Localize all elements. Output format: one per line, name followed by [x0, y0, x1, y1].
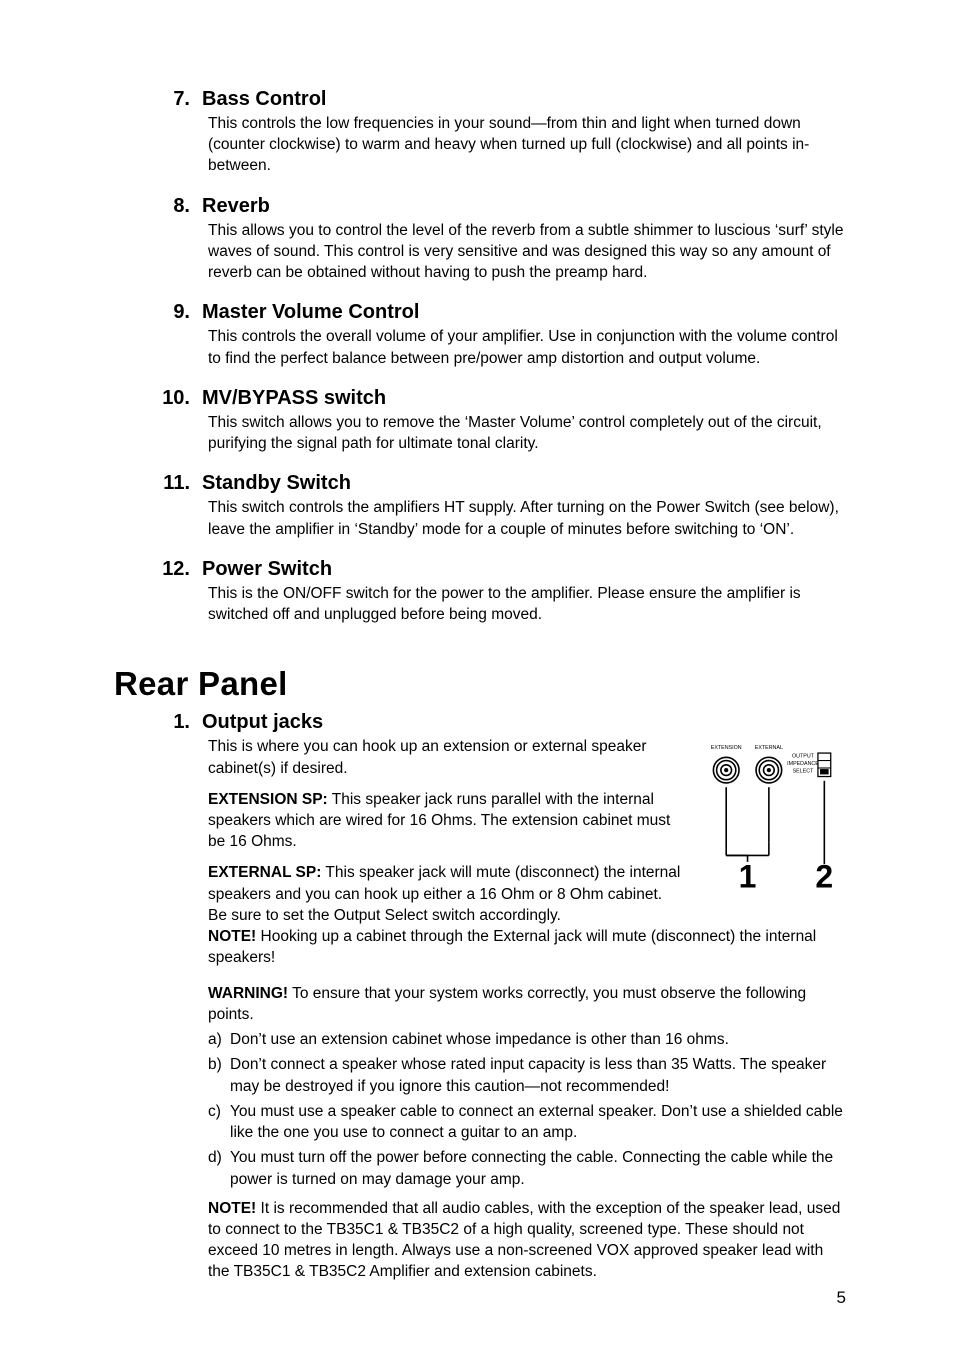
- note1-body: Hooking up a cabinet through the Externa…: [208, 928, 816, 966]
- diagram-label-external: EXTERNAL: [755, 745, 783, 751]
- section-title: Output jacks: [202, 711, 323, 734]
- section-body: This allows you to control the level of …: [208, 220, 846, 284]
- list-marker: b): [208, 1054, 230, 1096]
- rear-section-output-jacks: 1. Output jacks EXTENSION EXTERNAL: [114, 711, 846, 1282]
- list-text: You must use a speaker cable to connect …: [230, 1101, 846, 1143]
- list-text: You must turn off the power before conne…: [230, 1147, 846, 1189]
- section-title: MV/BYPASS switch: [202, 387, 386, 410]
- section-number: 12.: [114, 558, 202, 581]
- note1-label: NOTE!: [208, 928, 256, 945]
- section-item: 8.ReverbThis allows you to control the l…: [114, 195, 846, 284]
- section-body: This controls the overall volume of your…: [208, 326, 846, 368]
- warning-list: a)Don’t use an extension cabinet whose i…: [208, 1029, 846, 1190]
- diagram-number-2: 2: [815, 859, 833, 895]
- section-item: 9.Master Volume ControlThis controls the…: [114, 301, 846, 368]
- section-number: 8.: [114, 195, 202, 218]
- warning-body: To ensure that your system works correct…: [208, 985, 806, 1023]
- section-item: 10.MV/BYPASS switchThis switch allows yo…: [114, 387, 846, 454]
- svg-text:IMPEDANCE: IMPEDANCE: [787, 761, 819, 767]
- section-number: 11.: [114, 472, 202, 495]
- section-title: Standby Switch: [202, 472, 351, 495]
- list-marker: a): [208, 1029, 230, 1050]
- section-title: Master Volume Control: [202, 301, 419, 324]
- diagram-number-1: 1: [739, 859, 757, 895]
- list-text: Don’t connect a speaker whose rated inpu…: [230, 1054, 846, 1096]
- list-marker: d): [208, 1147, 230, 1189]
- section-body: This switch allows you to remove the ‘Ma…: [208, 412, 846, 454]
- list-item: d)You must turn off the power before con…: [208, 1147, 846, 1189]
- note2-label: NOTE!: [208, 1200, 256, 1217]
- list-item: c)You must use a speaker cable to connec…: [208, 1101, 846, 1143]
- list-item: a)Don’t use an extension cabinet whose i…: [208, 1029, 846, 1050]
- section-number: 9.: [114, 301, 202, 324]
- section-title: Power Switch: [202, 558, 332, 581]
- section-body: This is the ON/OFF switch for the power …: [208, 583, 846, 625]
- extension-sp-label: EXTENSION SP:: [208, 791, 328, 808]
- section-item: 11.Standby SwitchThis switch controls th…: [114, 472, 846, 539]
- svg-text:OUTPUT: OUTPUT: [792, 754, 815, 760]
- rear-panel-heading: Rear Panel: [114, 665, 846, 703]
- svg-text:SELECT: SELECT: [793, 769, 814, 775]
- section-item: 12.Power SwitchThis is the ON/OFF switch…: [114, 558, 846, 625]
- list-item: b)Don’t connect a speaker whose rated in…: [208, 1054, 846, 1096]
- section-number: 10.: [114, 387, 202, 410]
- external-sp-label: EXTERNAL SP:: [208, 864, 321, 881]
- section-title: Bass Control: [202, 88, 326, 111]
- output-jacks-body: EXTENSION EXTERNAL OUTPUT IMPEDANCE SEL: [208, 736, 846, 1282]
- rear-panel-diagram: EXTENSION EXTERNAL OUTPUT IMPEDANCE SEL: [696, 736, 846, 902]
- section-number: 1.: [114, 711, 202, 734]
- section-item: 7.Bass ControlThis controls the low freq…: [114, 88, 846, 177]
- warning-label: WARNING!: [208, 985, 288, 1002]
- warning-para: WARNING! To ensure that your system work…: [208, 983, 846, 1025]
- list-text: Don’t use an extension cabinet whose imp…: [230, 1029, 846, 1050]
- numbered-sections: 7.Bass ControlThis controls the low freq…: [114, 88, 846, 625]
- diagram-label-extension: EXTENSION: [711, 745, 742, 751]
- page-number: 5: [837, 1288, 846, 1308]
- note2-para: NOTE! It is recommended that all audio c…: [208, 1198, 846, 1283]
- list-marker: c): [208, 1101, 230, 1143]
- section-body: This controls the low frequencies in you…: [208, 113, 846, 177]
- note1-para: NOTE! Hooking up a cabinet through the E…: [208, 926, 846, 968]
- section-body: This switch controls the amplifiers HT s…: [208, 497, 846, 539]
- note2-body: It is recommended that all audio cables,…: [208, 1200, 840, 1281]
- page: 7.Bass ControlThis controls the low freq…: [0, 0, 954, 1350]
- section-number: 7.: [114, 88, 202, 111]
- section-title: Reverb: [202, 195, 270, 218]
